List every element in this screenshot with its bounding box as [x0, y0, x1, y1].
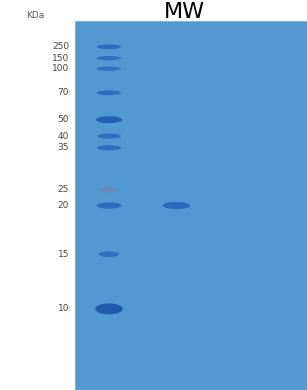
Ellipse shape [97, 202, 121, 209]
Ellipse shape [97, 145, 121, 150]
Text: 10: 10 [58, 304, 69, 314]
Text: 20: 20 [58, 201, 69, 210]
Text: 70: 70 [58, 88, 69, 98]
Ellipse shape [95, 303, 123, 314]
Ellipse shape [97, 67, 121, 71]
Ellipse shape [163, 202, 190, 209]
Text: 25: 25 [58, 185, 69, 195]
Ellipse shape [99, 187, 119, 193]
Text: 40: 40 [58, 131, 69, 141]
Ellipse shape [97, 44, 121, 49]
Ellipse shape [99, 252, 119, 257]
Ellipse shape [97, 133, 121, 138]
Bar [75, 21, 307, 390]
Text: 15: 15 [58, 250, 69, 259]
Text: 100: 100 [52, 64, 69, 73]
Text: 250: 250 [52, 42, 69, 51]
Text: MW: MW [164, 2, 205, 22]
Ellipse shape [97, 56, 121, 60]
Text: 150: 150 [52, 53, 69, 63]
Text: 50: 50 [58, 115, 69, 124]
Ellipse shape [96, 116, 122, 123]
Text: 35: 35 [58, 143, 69, 152]
Text: KDa: KDa [26, 11, 45, 20]
Ellipse shape [97, 90, 121, 95]
